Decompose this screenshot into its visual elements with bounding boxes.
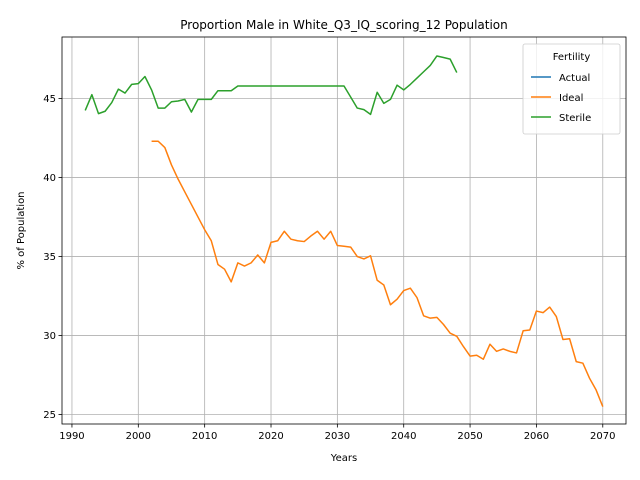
y-tick-label: 40 bbox=[43, 173, 56, 184]
x-axis-ticks: 1990 2000 2010 2020 2030 2040 2050 2060 2070 bbox=[59, 424, 616, 442]
y-axis-label: % of Population bbox=[16, 191, 27, 269]
series-lines bbox=[84, 55, 604, 407]
legend-label: Sterile bbox=[559, 113, 591, 124]
x-tick-label: 2060 bbox=[524, 431, 549, 442]
legend: Fertility Actual Ideal Sterile bbox=[522, 43, 621, 135]
x-tick-label: 2010 bbox=[192, 431, 217, 442]
series-line-ideal bbox=[151, 140, 604, 407]
x-tick-label: 2030 bbox=[325, 431, 350, 442]
legend-label: Ideal bbox=[559, 93, 583, 104]
legend-box bbox=[522, 43, 621, 135]
x-tick-label: 2020 bbox=[258, 431, 283, 442]
y-tick-label: 35 bbox=[43, 252, 56, 263]
x-tick-label: 2000 bbox=[126, 431, 151, 442]
legend-label: Actual bbox=[559, 73, 590, 84]
x-tick-label: 1990 bbox=[59, 431, 84, 442]
series-line-sterile bbox=[84, 55, 458, 116]
x-axis-label: Years bbox=[330, 453, 357, 464]
chart-title: Proportion Male in White_Q3_IQ_scoring_1… bbox=[180, 18, 508, 32]
y-tick-label: 45 bbox=[43, 94, 56, 105]
y-tick-label: 25 bbox=[43, 410, 56, 421]
x-tick-label: 2040 bbox=[391, 431, 416, 442]
y-axis-ticks: 25 30 35 40 45 bbox=[43, 94, 62, 421]
x-tick-label: 2070 bbox=[590, 431, 615, 442]
y-tick-label: 30 bbox=[43, 331, 56, 342]
legend-title: Fertility bbox=[553, 52, 591, 63]
plot-frame bbox=[61, 36, 627, 425]
x-tick-label: 2050 bbox=[457, 431, 482, 442]
